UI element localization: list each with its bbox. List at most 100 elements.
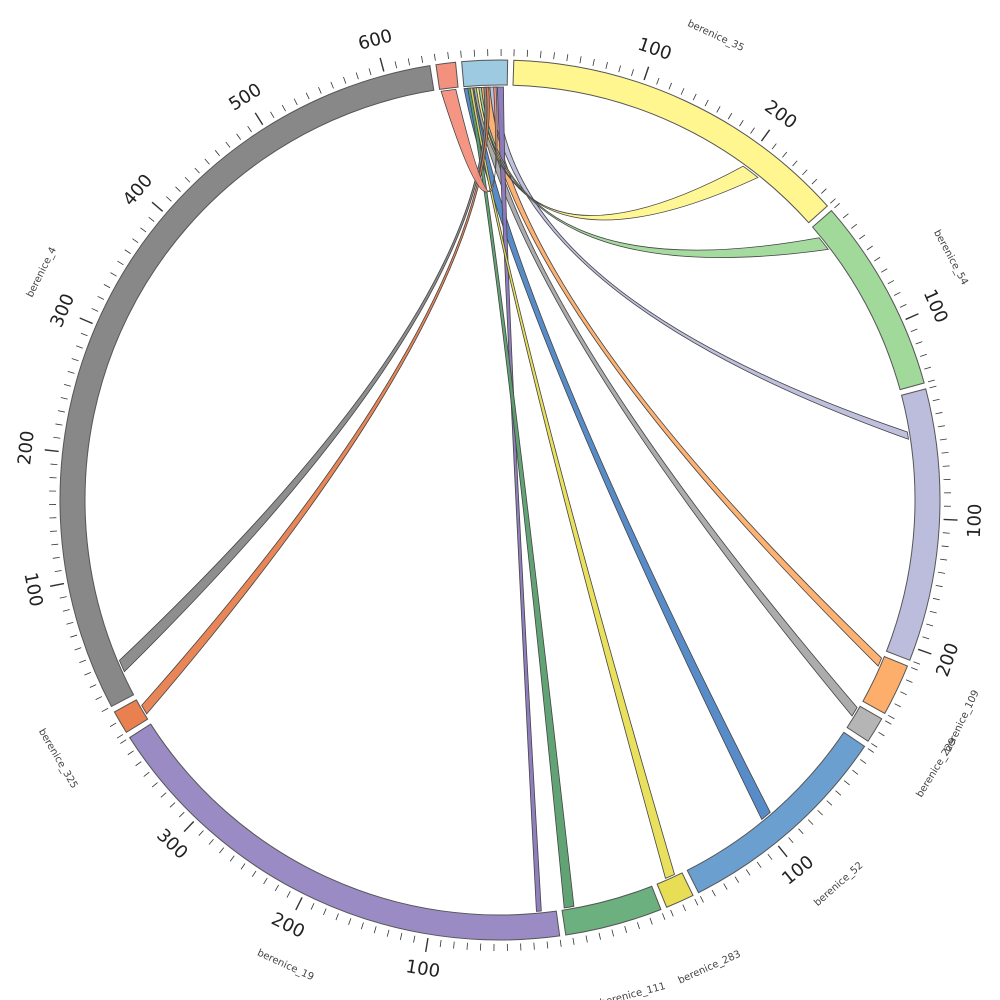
segment-arc-berenice_111[interactable] xyxy=(561,885,662,936)
tick-mark xyxy=(942,465,950,467)
segment-arc-berenice_41[interactable] xyxy=(885,388,941,661)
tick-mark xyxy=(394,61,398,69)
segment-label-berenice_429: berenice_429 xyxy=(403,0,471,2)
segment-arc-berenice_325[interactable] xyxy=(113,699,149,734)
tick-mark xyxy=(937,425,945,428)
tick-mark xyxy=(240,863,246,870)
tick-mark xyxy=(694,898,699,906)
tick-mark xyxy=(51,543,59,546)
tick-mark xyxy=(109,722,117,727)
tick-mark xyxy=(943,518,958,521)
tick-mark xyxy=(466,942,468,950)
link-ribbon-berenice_126-berenice_325[interactable] xyxy=(141,86,490,715)
tick-mark xyxy=(368,68,372,76)
tick-mark xyxy=(910,328,918,333)
tick-mark xyxy=(792,160,798,167)
tick-mark xyxy=(120,739,127,744)
tick-mark xyxy=(53,436,61,439)
tick-mark xyxy=(386,929,390,937)
link-ribbon-berenice_126-berenice_4[interactable] xyxy=(118,86,488,673)
tick-mark xyxy=(140,227,147,233)
segment-arc-berenice_109[interactable] xyxy=(862,655,909,715)
segment-arc-berenice_283[interactable] xyxy=(656,872,694,908)
tick-mark xyxy=(777,845,788,858)
tick-mark xyxy=(852,769,859,775)
ticks-layer xyxy=(44,48,958,953)
tick-mark xyxy=(924,366,932,370)
link-ribbon-berenice_126-berenice_35[interactable] xyxy=(475,87,759,221)
segment-arc-berenice_229[interactable] xyxy=(846,705,883,742)
tick-mark xyxy=(942,532,950,534)
tick-mark xyxy=(579,56,582,64)
segment-arc-berenice_19[interactable] xyxy=(128,723,561,941)
segment-arc-berenice_429[interactable] xyxy=(435,61,459,90)
segment-arc-berenice_35[interactable] xyxy=(512,59,829,224)
tick-mark xyxy=(80,332,88,337)
tick-mark xyxy=(330,81,334,89)
tick-mark xyxy=(407,58,411,66)
tick-mark xyxy=(148,216,155,222)
segment-label-berenice_283: berenice_283 xyxy=(677,949,743,987)
tick-mark xyxy=(293,98,298,106)
tick-mark xyxy=(76,345,83,349)
tick-mark xyxy=(97,295,105,300)
tick-label: 100 xyxy=(919,286,952,326)
tick-mark xyxy=(932,597,940,601)
tick-mark xyxy=(835,790,842,796)
tick-mark xyxy=(859,234,866,240)
tick-mark xyxy=(915,341,923,345)
tick-mark xyxy=(559,939,562,947)
segment-label-berenice_4: berenice_4 xyxy=(25,245,59,299)
tick-mark xyxy=(873,256,881,262)
tick-label: 200 xyxy=(268,909,308,943)
link-ribbon-berenice_126-berenice_52[interactable] xyxy=(463,87,771,821)
tick-mark xyxy=(927,379,935,383)
tick-mark xyxy=(204,158,210,165)
tick-mark xyxy=(938,571,946,574)
tick-mark xyxy=(110,272,117,277)
tick-mark xyxy=(734,876,740,883)
tick-mark xyxy=(127,750,134,756)
link-ribbon-berenice_126-berenice_109[interactable] xyxy=(480,86,883,667)
segment-arc-berenice_126[interactable] xyxy=(461,59,509,88)
tick-mark xyxy=(885,720,892,725)
tick-mark xyxy=(151,201,164,212)
link-ribbon-berenice_126-berenice_19[interactable] xyxy=(496,86,542,912)
tick-mark xyxy=(631,69,634,77)
tick-mark xyxy=(756,861,762,868)
tick-mark xyxy=(460,50,462,58)
tick-mark xyxy=(871,743,878,748)
tick-mark xyxy=(286,891,291,898)
link-ribbon-berenice_126-berenice_111[interactable] xyxy=(467,87,575,909)
tick-mark xyxy=(63,384,71,387)
tick-mark xyxy=(254,112,264,126)
tick-mark xyxy=(716,106,721,113)
tick-mark xyxy=(169,802,176,808)
tick-mark xyxy=(811,178,818,185)
tick-mark xyxy=(572,937,575,945)
link-ribbon-berenice_429-berenice_126[interactable] xyxy=(440,86,498,193)
segment-arc-berenice_4[interactable] xyxy=(59,65,435,708)
tick-mark xyxy=(680,88,685,95)
tick-mark xyxy=(670,909,674,917)
segment-arc-berenice_54[interactable] xyxy=(811,209,925,391)
tick-mark xyxy=(236,133,242,140)
tick-mark xyxy=(214,150,220,156)
tick-label: 200 xyxy=(760,96,800,133)
link-ribbon-berenice_126-berenice_54[interactable] xyxy=(478,87,829,258)
tick-mark xyxy=(166,196,172,202)
segment-label-berenice_229: berenice_229 xyxy=(915,736,960,799)
segment-arc-berenice_52[interactable] xyxy=(686,731,866,894)
tick-mark xyxy=(62,609,70,612)
tick-mark xyxy=(760,129,771,142)
tick-label: 100 xyxy=(19,571,46,609)
link-ribbon-berenice_126-berenice_41[interactable] xyxy=(489,86,910,440)
tick-mark xyxy=(194,167,200,174)
tick-mark xyxy=(79,659,87,664)
tick-mark xyxy=(318,86,322,94)
tick-mark xyxy=(546,941,549,949)
segment-label-berenice_35: berenice_35 xyxy=(686,18,746,54)
tick-mark xyxy=(198,830,204,836)
link-ribbon-berenice_126-berenice_283[interactable] xyxy=(469,87,675,879)
